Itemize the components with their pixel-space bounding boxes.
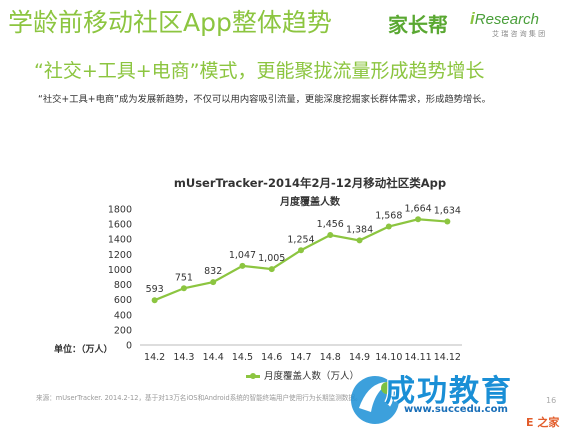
watermark-url: www.succedu.com bbox=[404, 404, 508, 415]
data-label: 1,047 bbox=[229, 250, 256, 261]
y-tick-label: 400 bbox=[114, 310, 132, 321]
y-tick-label: 1000 bbox=[108, 265, 132, 276]
slide-subtitle: “社交+工具+电商”模式，更能聚拢流量形成趋势增长 bbox=[34, 60, 485, 82]
x-tick-label: 14.6 bbox=[261, 352, 282, 363]
y-tick-label: 600 bbox=[114, 295, 132, 306]
source-note: 来源：mUserTracker. 2014.2-12，基于对13万名iOS和An… bbox=[36, 394, 362, 402]
watermark-text: 成功教育 bbox=[385, 374, 513, 409]
iresearch-logo: iResearch 艾 瑞 咨 询 集 团 bbox=[470, 10, 570, 42]
watermark-corner-logo: E 之家 bbox=[526, 416, 560, 429]
x-tick-label: 14.5 bbox=[232, 352, 253, 363]
iresearch-logo-subtitle: 艾 瑞 咨 询 集 团 bbox=[492, 30, 546, 38]
slide-description: “社交+工具+电商”成为发展新趋势，不仅可以用内容吸引流量，更能深度挖掘家长群体… bbox=[38, 94, 491, 105]
data-label: 1,456 bbox=[317, 219, 344, 230]
jiazhangbang-logo: 家长帮 bbox=[388, 13, 448, 37]
y-tick-label: 800 bbox=[114, 280, 132, 291]
data-point bbox=[444, 218, 451, 225]
data-point bbox=[239, 262, 246, 269]
legend-line-swatch-icon bbox=[246, 372, 260, 379]
data-label: 593 bbox=[146, 284, 164, 295]
y-tick-label: 1600 bbox=[108, 220, 132, 231]
data-point bbox=[415, 216, 422, 223]
x-tick-label: 14.8 bbox=[320, 352, 341, 363]
x-tick-label: 14.10 bbox=[375, 352, 402, 363]
x-tick-label: 14.9 bbox=[349, 352, 370, 363]
y-tick-label: 0 bbox=[126, 341, 132, 352]
x-tick-label: 14.7 bbox=[290, 352, 311, 363]
legend-label: 月度覆盖人数（万人） bbox=[264, 371, 360, 382]
data-point bbox=[210, 279, 217, 286]
data-point bbox=[180, 285, 187, 292]
y-tick-label: 1200 bbox=[108, 250, 132, 261]
y-axis-unit-label: 单位：（万人） bbox=[54, 345, 113, 355]
watermark-emblem-icon bbox=[351, 376, 399, 424]
data-label: 1,254 bbox=[287, 234, 314, 245]
data-point bbox=[151, 297, 158, 304]
data-label: 1,634 bbox=[434, 206, 461, 217]
data-label: 751 bbox=[175, 272, 193, 283]
chart-legend: 月度覆盖人数（万人） bbox=[246, 370, 359, 384]
x-tick-label: 14.11 bbox=[404, 352, 431, 363]
x-tick-label: 14.3 bbox=[173, 352, 194, 363]
data-label: 1,568 bbox=[375, 211, 402, 222]
x-tick-label: 14.2 bbox=[144, 352, 165, 363]
y-tick-label: 1800 bbox=[108, 205, 132, 216]
series-line bbox=[154, 218, 448, 302]
y-tick-label: 1400 bbox=[108, 235, 132, 246]
data-label: 1,005 bbox=[258, 253, 285, 264]
iresearch-logo-word: Research bbox=[474, 11, 539, 28]
data-point bbox=[356, 237, 363, 244]
x-tick-label: 14.12 bbox=[434, 352, 461, 363]
chart-title: mUserTracker-2014年2月-12月移动社区类App bbox=[173, 176, 447, 190]
iresearch-logo-i: i bbox=[470, 9, 475, 28]
data-label: 1,664 bbox=[404, 203, 431, 214]
data-point bbox=[298, 247, 304, 254]
data-point bbox=[327, 231, 334, 238]
data-label: 1,384 bbox=[346, 224, 373, 235]
slide-title: 学龄前移动社区App整体趋势 bbox=[8, 8, 332, 37]
data-point bbox=[268, 266, 275, 273]
y-tick-label: 200 bbox=[114, 325, 132, 336]
page-number: 16 bbox=[546, 396, 557, 405]
data-point bbox=[385, 223, 392, 230]
chart-subtitle: 月度覆盖人数 bbox=[280, 197, 340, 208]
x-tick-label: 14.4 bbox=[203, 352, 224, 363]
data-label: 832 bbox=[204, 266, 222, 277]
